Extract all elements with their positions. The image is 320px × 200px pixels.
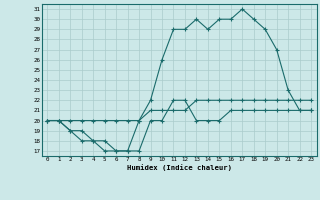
X-axis label: Humidex (Indice chaleur): Humidex (Indice chaleur) bbox=[127, 164, 232, 171]
